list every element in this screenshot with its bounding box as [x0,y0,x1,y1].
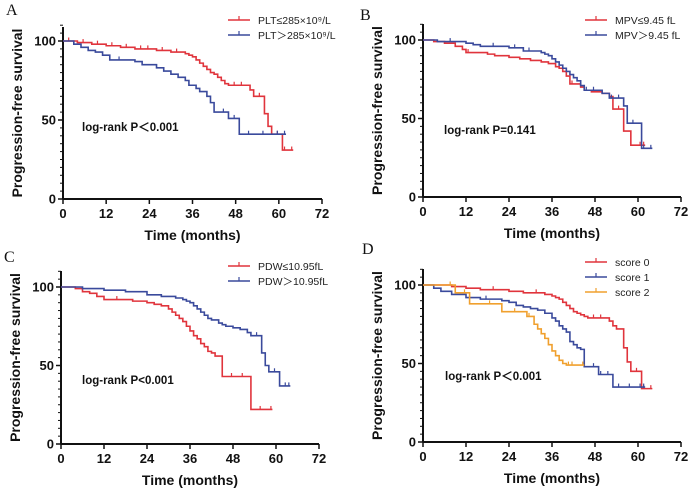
x-tick-label: 12 [97,451,111,466]
x-tick-label: 60 [269,451,283,466]
panel-a: A 0 50 100 0 12 24 36 48 60 72 Time (months) Progres… [6,2,336,243]
km-curve-2 [423,284,585,366]
x-tick-label: 0 [419,449,426,464]
x-tick-label: 0 [59,206,66,221]
y-axis-label: Progression-free survival [7,273,23,442]
x-tick-label: 48 [228,206,242,221]
x-tick-label: 0 [419,204,426,219]
y-tick-label: 0 [49,192,56,207]
x-tick-label: 72 [312,451,326,466]
y-tick-label: 100 [34,34,56,49]
legend-label: score 2 [615,287,650,299]
x-tick-label: 72 [674,204,688,219]
x-tick-label: 12 [459,449,473,464]
km-curve-1 [61,286,291,387]
x-tick-label: 60 [631,449,645,464]
log-rank-annotation: log-rank P＜0.001 [82,121,179,134]
y-tick-label: 50 [40,358,54,373]
x-tick-label: 48 [226,451,240,466]
panel-c: C 0 50 100 0 12 24 36 48 60 72 Time (months) Progres… [4,249,328,488]
y-tick-label: 50 [402,111,416,126]
legend-label: PDW＞10.95fL [258,276,328,288]
x-tick-label: 12 [459,204,473,219]
panel-d: D 0 50 100 0 12 24 36 48 60 72 Time (months) Progres… [362,241,688,486]
legend-label: MPV≤9.45 fL [615,15,676,27]
x-tick-label: 60 [272,206,286,221]
log-rank-annotation: log-rank P<0.001 [82,375,174,387]
x-tick-label: 72 [315,206,329,221]
x-tick-label: 48 [588,449,602,464]
x-tick-label: 24 [140,451,155,466]
y-tick-label: 0 [409,190,416,205]
x-tick-label: 12 [99,206,113,221]
y-tick-label: 50 [42,113,56,128]
km-curve-0 [423,284,653,390]
y-tick-label: 0 [47,437,54,452]
y-tick-label: 100 [32,280,54,295]
x-tick-label: 36 [183,451,197,466]
km-curve-1 [423,39,653,150]
legend-label: MPV＞9.45 fL [615,30,681,42]
panel-b: B 0 50 100 0 12 24 36 48 60 72 Time (months) Progres… [360,7,688,241]
x-tick-label: 36 [545,204,559,219]
y-tick-label: 100 [394,33,416,48]
log-rank-annotation: log-rank P=0.141 [444,125,536,137]
legend-label: score 0 [615,257,650,269]
legend-label: PLT≤285×10⁹/L [258,15,331,27]
x-tick-label: 36 [185,206,199,221]
x-tick-label: 24 [142,206,157,221]
legend-label: PDW≤10.95fL [258,261,323,273]
x-tick-label: 0 [57,451,64,466]
x-tick-label: 24 [502,204,517,219]
panel-letter: C [4,249,15,266]
y-axis-label: Progression-free survival [9,29,25,198]
x-axis-label: Time (months) [142,472,238,488]
x-axis-label: Time (months) [504,470,600,486]
y-tick-label: 0 [409,435,416,450]
panel-letter: A [6,2,18,19]
x-tick-label: 24 [502,449,517,464]
x-axis-label: Time (months) [144,227,240,243]
y-tick-label: 50 [402,356,416,371]
x-tick-label: 60 [631,204,645,219]
km-curve-0 [61,286,273,411]
x-tick-label: 72 [674,449,688,464]
legend-label: score 1 [615,272,650,284]
log-rank-annotation: log-rank P＜0.001 [445,370,542,383]
y-axis-label: Progression-free survival [369,26,385,195]
legend-label: PLT＞285×10⁹/L [258,30,336,42]
km-curve-1 [423,284,646,388]
km-curve-1 [63,40,287,136]
panel-letter: D [362,241,374,258]
panel-letter: B [360,7,371,24]
y-tick-label: 100 [394,278,416,293]
x-axis-label: Time (months) [504,225,600,241]
x-tick-label: 36 [545,449,559,464]
x-tick-label: 48 [588,204,602,219]
y-axis-label: Progression-free survival [369,271,385,440]
